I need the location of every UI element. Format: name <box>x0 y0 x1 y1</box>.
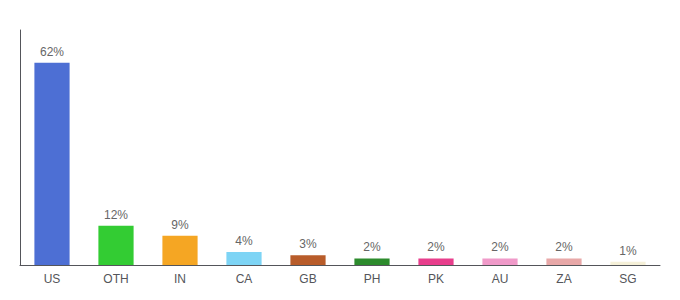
svg-text:1%: 1% <box>619 244 637 258</box>
svg-text:PH: PH <box>364 272 381 286</box>
svg-text:ZA: ZA <box>556 272 571 286</box>
svg-text:4%: 4% <box>235 234 253 248</box>
svg-text:2%: 2% <box>555 240 573 254</box>
svg-text:AU: AU <box>492 272 509 286</box>
svg-text:GB: GB <box>299 272 316 286</box>
svg-text:62%: 62% <box>40 45 64 59</box>
svg-text:IN: IN <box>174 272 186 286</box>
svg-text:3%: 3% <box>299 237 317 251</box>
svg-text:CA: CA <box>236 272 253 286</box>
svg-text:PK: PK <box>428 272 444 286</box>
svg-text:US: US <box>44 272 61 286</box>
svg-text:9%: 9% <box>171 218 189 232</box>
svg-text:2%: 2% <box>427 240 445 254</box>
svg-text:12%: 12% <box>104 208 128 222</box>
svg-text:2%: 2% <box>491 240 509 254</box>
svg-text:SG: SG <box>619 272 636 286</box>
svg-text:2%: 2% <box>363 240 381 254</box>
svg-text:OTH: OTH <box>103 272 128 286</box>
